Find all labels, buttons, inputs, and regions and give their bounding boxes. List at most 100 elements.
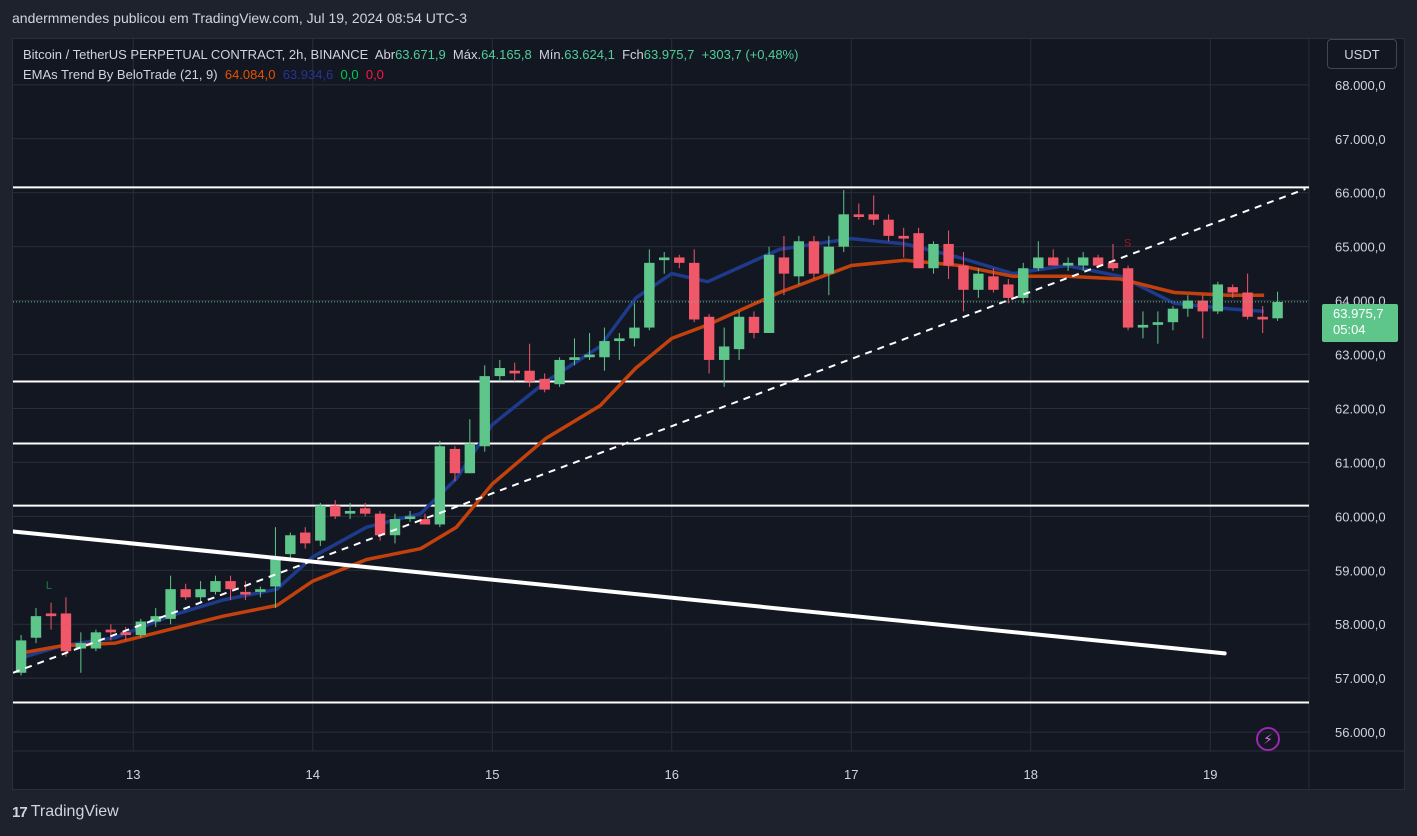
x-tick-label: 15 — [485, 767, 499, 782]
candle-body — [898, 235, 909, 239]
lightning-icon[interactable]: ⚡ — [1256, 727, 1280, 751]
candle-body — [150, 616, 161, 622]
candle-body — [808, 241, 820, 274]
candle-body — [225, 581, 236, 590]
candle-body — [449, 448, 461, 474]
candle-body — [988, 276, 999, 290]
chart-panel[interactable]: 56.000,0 57.000,0 58.000,0 59.000,0 60.000,0… — [12, 38, 1405, 790]
candle — [1197, 295, 1208, 339]
candle — [898, 227, 909, 258]
candle-body — [165, 589, 176, 619]
candle — [973, 268, 984, 298]
x-tick-label: 16 — [665, 767, 679, 782]
candle-body — [554, 359, 565, 385]
candle-body — [644, 262, 655, 328]
candle — [733, 311, 745, 360]
indicator-label[interactable]: EMAs Trend By BeloTrade (21, 9) — [23, 67, 218, 82]
candle-body — [494, 368, 506, 377]
candle-body — [629, 327, 640, 339]
y-tick-label: 61.000,0 — [1335, 455, 1386, 470]
candle-body — [838, 214, 849, 247]
candle-body — [1137, 324, 1149, 328]
dashed-trendline — [13, 188, 1306, 674]
candle-body — [419, 519, 431, 525]
candle-body — [389, 519, 401, 536]
low-value: 63.624,1 — [564, 47, 615, 62]
x-tick-label: 17 — [844, 767, 858, 782]
indicator-legend-row: EMAs Trend By BeloTrade (21, 9) 64.084,0… — [23, 65, 798, 85]
candle — [838, 190, 849, 253]
candle — [913, 227, 924, 269]
candle-body — [60, 613, 72, 652]
candle — [240, 581, 251, 600]
y-tick-label: 62.000,0 — [1335, 401, 1386, 416]
candle — [90, 629, 102, 652]
candle-body — [404, 516, 416, 520]
candle-body — [1107, 262, 1119, 269]
candle — [404, 510, 416, 522]
candle — [165, 575, 176, 625]
candle — [1033, 241, 1044, 271]
tradingview-brand: TradingView — [30, 803, 119, 820]
indicator-value-4: 0,0 — [365, 67, 384, 82]
candle-body — [300, 532, 311, 544]
candle-body — [180, 589, 191, 598]
candle — [1047, 249, 1059, 266]
candle — [419, 513, 431, 525]
candle — [853, 203, 865, 220]
candle — [748, 311, 760, 339]
candle — [1182, 295, 1194, 317]
bar-countdown: 05:04 — [1333, 322, 1366, 337]
ema-slow-line — [16, 258, 1265, 656]
candle-body — [45, 613, 57, 617]
candle — [883, 214, 894, 242]
candle — [315, 502, 326, 547]
y-tick-label: 57.000,0 — [1335, 671, 1386, 686]
candle — [1152, 311, 1164, 344]
candle — [614, 332, 625, 360]
candle — [524, 343, 535, 387]
candle — [988, 268, 999, 293]
indicator-value-2: 63.934,6 — [282, 67, 334, 82]
candle-body — [285, 535, 296, 555]
candle-body — [135, 621, 147, 636]
candle-body — [329, 505, 341, 517]
candle — [300, 527, 311, 549]
candle-body — [434, 446, 446, 525]
low-label: Mín. — [538, 47, 565, 62]
candle-body — [569, 357, 580, 360]
candle — [659, 252, 670, 274]
candle-body — [1182, 300, 1194, 309]
candle — [943, 230, 954, 280]
candle — [494, 359, 506, 382]
candle-body — [1003, 284, 1014, 298]
candle-body — [614, 338, 625, 342]
candle-body — [1092, 257, 1104, 266]
candle — [15, 635, 27, 676]
candle — [1003, 279, 1014, 304]
candle — [1107, 243, 1119, 271]
candle-body — [1062, 262, 1074, 266]
y-tick-label: 67.000,0 — [1335, 132, 1386, 147]
candle-body — [270, 556, 281, 587]
candle-body — [539, 378, 550, 390]
y-tick-label: 65.000,0 — [1335, 240, 1386, 255]
candle-body — [30, 616, 42, 638]
candlestick-chart[interactable]: 56.000,0 57.000,0 58.000,0 59.000,0 60.000,0… — [13, 39, 1404, 789]
symbol-label[interactable]: Bitcoin / TetherUS PERPETUAL CONTRACT, 2… — [23, 47, 369, 62]
candle-body — [659, 257, 670, 261]
candle-body — [1242, 292, 1253, 317]
candle — [1167, 306, 1179, 331]
chart-legend: Bitcoin / TetherUS PERPETUAL CONTRACT, 2… — [23, 45, 798, 85]
candle — [778, 235, 790, 296]
tradingview-footer: 17 TradingView — [12, 803, 119, 821]
candle-body — [584, 354, 595, 358]
currency-button[interactable]: USDT — [1327, 39, 1397, 69]
candle-body — [793, 241, 805, 277]
candle — [1212, 281, 1224, 315]
candle — [359, 502, 371, 517]
y-tick-label: 56.000,0 — [1335, 725, 1386, 740]
candle — [1227, 284, 1238, 298]
candle — [1242, 273, 1253, 320]
candle-body — [913, 233, 924, 269]
